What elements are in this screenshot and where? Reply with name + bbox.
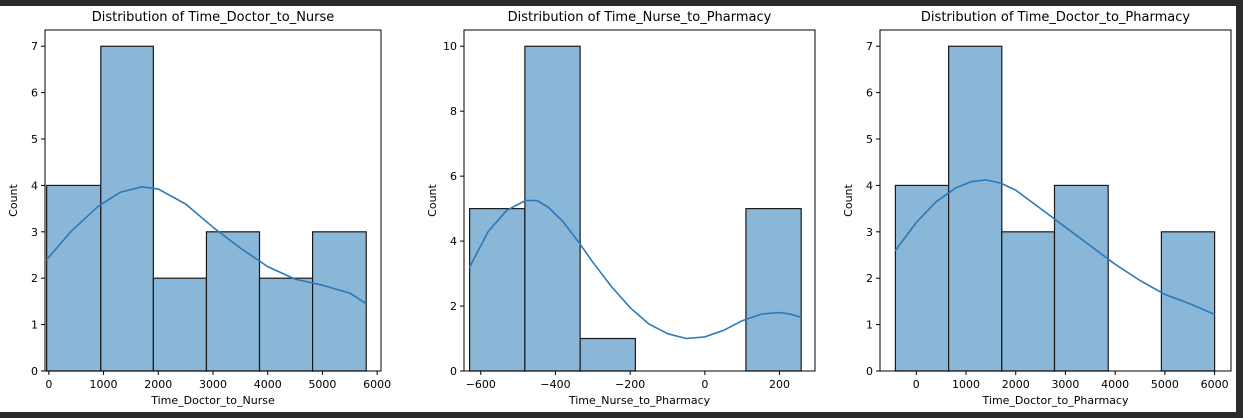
histogram-bar xyxy=(579,337,636,372)
y-tick-label: 0 xyxy=(31,365,38,378)
histogram-bar xyxy=(46,184,102,372)
x-tick-label: 0 xyxy=(913,378,920,391)
chart-panel-2: −600 −400 −200 0 200 0 2 4 6 8 10 Distribution of T… xyxy=(426,10,816,407)
y-tick-label: 4 xyxy=(866,179,873,192)
kde-line xyxy=(468,199,803,340)
y-tick-label: 5 xyxy=(866,133,873,146)
x-tick-label: 4000 xyxy=(1101,378,1129,391)
x-tick-label: −200 xyxy=(615,378,645,391)
chart-title: Distribution of Time_Doctor_to_Pharmacy xyxy=(921,10,1190,25)
y-tick-label: 7 xyxy=(31,40,38,53)
histogram-bar xyxy=(152,277,208,372)
x-tick-label: 1000 xyxy=(90,378,118,391)
x-tick-label: 4000 xyxy=(254,378,282,391)
y-tick-label: 5 xyxy=(31,133,38,146)
y-tick-label: 3 xyxy=(866,226,873,239)
y-axis-label: Count xyxy=(842,183,855,216)
histogram-bar xyxy=(205,231,261,372)
histogram-bar xyxy=(1160,231,1216,372)
x-axis-label: Time_Doctor_to_Pharmacy xyxy=(982,394,1129,407)
x-tick-label: 2000 xyxy=(144,378,172,391)
x-tick-label: 5000 xyxy=(1151,378,1179,391)
histogram-bar xyxy=(1053,184,1109,372)
chart-figure: 0 1000 2000 3000 4000 5000 6000 0 1 2 3 4 5 6 7 Distrib… xyxy=(0,6,1236,412)
axes-frame xyxy=(463,29,816,372)
y-tick-label: 0 xyxy=(450,365,457,378)
histogram-bar xyxy=(258,277,314,372)
y-tick-label: 1 xyxy=(31,319,38,332)
x-axis-label: Time_Nurse_to_Pharmacy xyxy=(568,394,711,407)
x-tick-label: 1000 xyxy=(952,378,980,391)
x-tick-label: 0 xyxy=(701,378,708,391)
x-tick-label: 3000 xyxy=(199,378,227,391)
y-tick-label: 2 xyxy=(31,272,38,285)
histogram-bar xyxy=(745,208,802,372)
chart-panel-1: 0 1000 2000 3000 4000 5000 6000 0 1 2 3 4 5 6 7 Distrib… xyxy=(7,10,391,407)
axes-frame xyxy=(879,29,1232,372)
y-tick-label: 1 xyxy=(866,319,873,332)
x-tick-label: 2000 xyxy=(1002,378,1030,391)
histogram-bar xyxy=(948,45,1003,372)
y-tick-label: 6 xyxy=(866,87,873,100)
y-tick-label: 2 xyxy=(450,300,457,313)
y-tick-label: 6 xyxy=(450,170,457,183)
x-tick-label: −400 xyxy=(540,378,570,391)
y-tick-label: 7 xyxy=(866,40,873,53)
y-tick-label: 6 xyxy=(31,87,38,100)
x-axis-label: Time_Doctor_to_Nurse xyxy=(150,394,275,407)
y-tick-label: 8 xyxy=(450,105,457,118)
y-axis-label: Count xyxy=(7,183,20,216)
chart-title: Distribution of Time_Doctor_to_Nurse xyxy=(92,10,335,25)
x-tick-label: 6000 xyxy=(1201,378,1229,391)
x-tick-label: 0 xyxy=(45,378,52,391)
x-tick-label: 3000 xyxy=(1051,378,1079,391)
charts-canvas: 0 1000 2000 3000 4000 5000 600001234567Distrib… xyxy=(7,10,1232,407)
histogram-bar xyxy=(100,45,154,372)
chart-panel-3: 0 1000 2000 3000 4000 5000 6000 0 1 2 3 4 5 6 7 Distrib… xyxy=(842,10,1232,407)
histogram-bar xyxy=(469,208,526,372)
y-tick-label: 3 xyxy=(31,226,38,239)
chart-title: Distribution of Time_Nurse_to_Pharmacy xyxy=(508,10,772,25)
kde-line xyxy=(894,179,1216,316)
x-tick-label: 6000 xyxy=(363,378,391,391)
histogram-bar xyxy=(524,45,581,372)
histogram-bar xyxy=(311,231,367,372)
y-axis-label: Count xyxy=(426,183,439,216)
y-tick-label: 0 xyxy=(866,365,873,378)
y-tick-label: 2 xyxy=(866,272,873,285)
histogram-bar xyxy=(894,184,950,372)
y-tick-label: 10 xyxy=(443,40,457,53)
x-tick-label: 5000 xyxy=(308,378,336,391)
x-tick-label: −600 xyxy=(466,378,496,391)
x-tick-label: 200 xyxy=(769,378,790,391)
y-tick-label: 4 xyxy=(450,235,457,248)
y-tick-label: 4 xyxy=(31,179,38,192)
kde-line xyxy=(45,186,368,305)
histogram-bar xyxy=(1001,231,1056,372)
